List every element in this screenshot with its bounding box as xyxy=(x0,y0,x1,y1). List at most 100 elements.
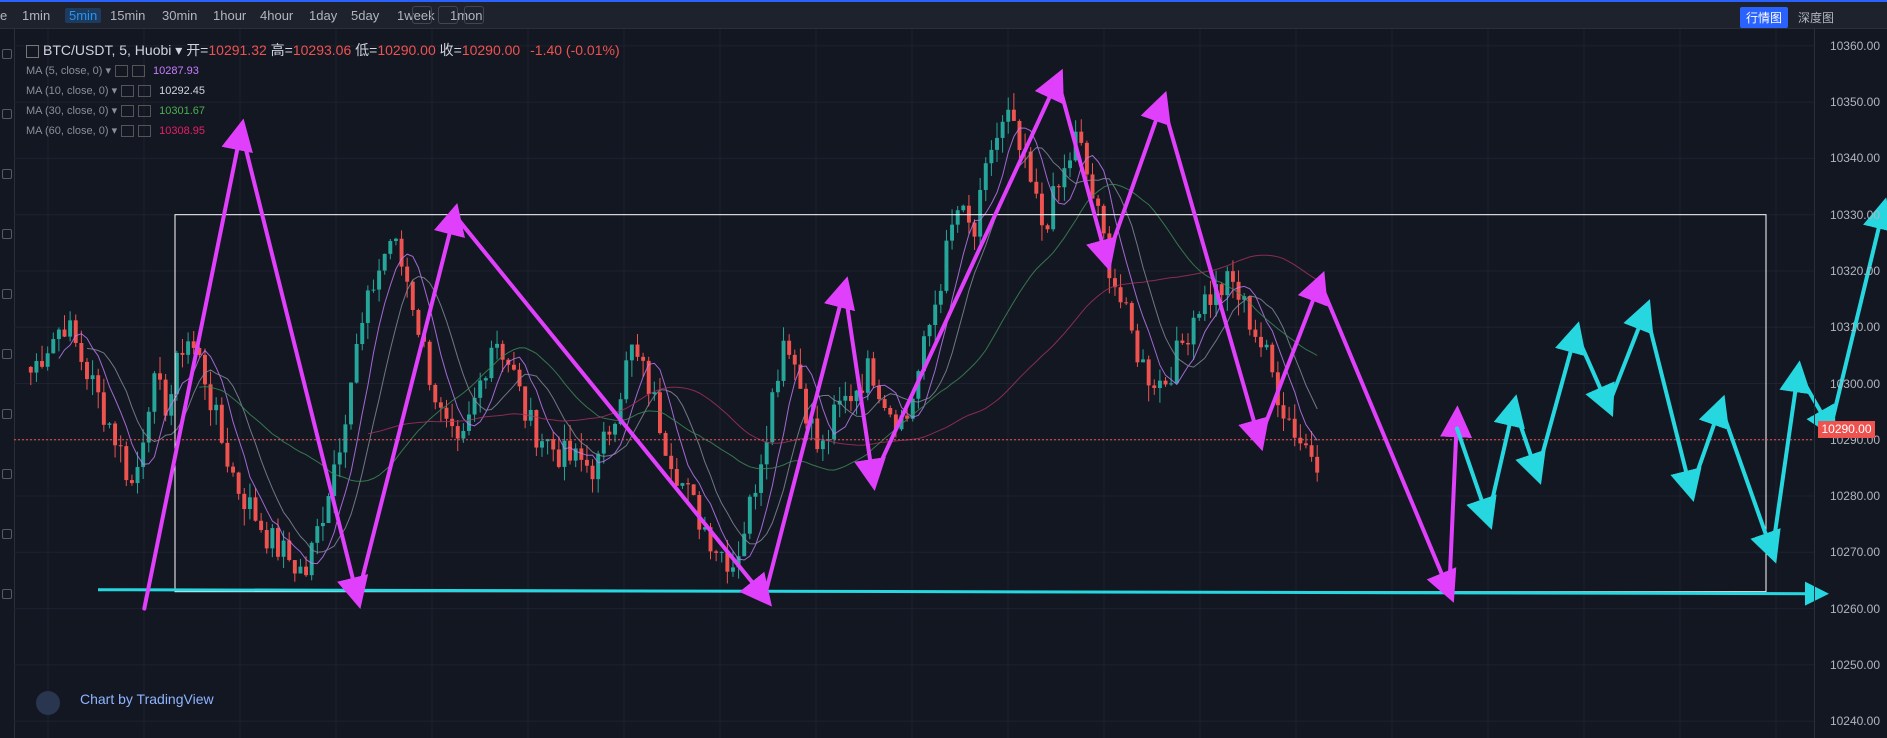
screenshot-icon[interactable] xyxy=(464,6,484,24)
candle-body xyxy=(483,378,488,381)
ma-settings-icon[interactable] xyxy=(121,105,135,118)
ma-dropdown-icon[interactable]: ▾ xyxy=(108,125,118,137)
cursor-icon[interactable] xyxy=(2,49,12,59)
timeframe-1day[interactable]: 1day xyxy=(309,8,338,23)
candle-body xyxy=(309,542,314,576)
candle-body xyxy=(365,290,370,323)
candle-body xyxy=(1146,359,1151,386)
indicator-icon[interactable] xyxy=(412,6,432,24)
timeframe-15min[interactable]: 15min xyxy=(110,8,146,23)
timeframe-5min[interactable]: 5min xyxy=(65,8,102,23)
ma-remove-icon[interactable] xyxy=(132,65,145,78)
trendline-icon[interactable] xyxy=(2,109,12,119)
candle-body xyxy=(1096,198,1101,206)
ma-dropdown-icon[interactable]: ▾ xyxy=(102,65,111,77)
ma-row[interactable]: MA (10, close, 0) ▾ 10292.45 xyxy=(26,84,205,98)
price-tick: 10280.00 xyxy=(1829,489,1880,504)
price-tick: 10320.00 xyxy=(1829,263,1880,278)
cyan-projection-arrow xyxy=(1606,299,1654,409)
timeframe-1week[interactable]: 1week xyxy=(397,8,435,23)
candle-body xyxy=(349,382,353,425)
ma-settings-icon[interactable] xyxy=(121,125,135,138)
price-axis[interactable]: 10360.00 10350.00 10340.00 10330.00 10320.00… xyxy=(1814,29,1887,738)
candle-body xyxy=(242,493,247,510)
candle-body xyxy=(1090,174,1095,199)
ma-row[interactable]: MA (30, close, 0) ▾ 10301.67 xyxy=(26,104,205,118)
ma-remove-icon[interactable] xyxy=(138,85,152,98)
candle-body xyxy=(697,495,702,530)
ma-dropdown-icon[interactable]: ▾ xyxy=(108,105,118,117)
tradingview-logo-icon[interactable] xyxy=(36,691,60,715)
candle-body xyxy=(1045,225,1050,230)
candle-body xyxy=(843,395,848,401)
candle-body xyxy=(444,407,449,419)
collapse-icon[interactable] xyxy=(26,44,39,58)
candle-body xyxy=(511,364,516,370)
candle-body xyxy=(708,527,713,552)
candle-body xyxy=(253,497,258,521)
timeframe-1min[interactable]: 1min xyxy=(22,8,51,23)
candle-body xyxy=(792,354,797,365)
settings-icon[interactable] xyxy=(438,6,458,24)
timeframe-1mon[interactable]: 1mon xyxy=(450,8,483,23)
symbol-label[interactable]: BTC/USDT, 5, Huobi xyxy=(43,42,172,58)
open-label: 开= xyxy=(186,42,209,58)
ma-row[interactable]: MA (5, close, 0) ▾ 10287.93 xyxy=(26,64,199,78)
candle-body xyxy=(197,347,202,355)
candle-body xyxy=(972,222,977,237)
timeframe-30min[interactable]: 30min xyxy=(162,8,198,23)
candle-body xyxy=(56,329,61,340)
last-price-tag: 10290.00 xyxy=(1818,421,1875,438)
ma-line-60 xyxy=(367,254,1318,446)
timeframe-cut[interactable]: e xyxy=(0,8,8,23)
close-label: 收= xyxy=(439,42,462,58)
magnet-icon[interactable] xyxy=(2,529,12,539)
pattern-icon[interactable] xyxy=(2,349,12,359)
candle-body xyxy=(770,392,775,443)
support-arrow xyxy=(97,581,1829,606)
zoom-icon[interactable] xyxy=(2,469,12,479)
candle-body xyxy=(635,344,640,357)
candle-body xyxy=(961,205,966,211)
ma-row[interactable]: MA (60, close, 0) ▾ 10308.95 xyxy=(26,124,205,138)
magenta-wave-arrow xyxy=(355,203,465,600)
price-tick: 10240.00 xyxy=(1829,714,1880,729)
text-icon[interactable] xyxy=(2,289,12,299)
ma-dropdown-icon[interactable]: ▾ xyxy=(108,85,118,97)
candle-body xyxy=(1124,302,1129,304)
candle-body xyxy=(101,392,106,425)
tradingview-watermark[interactable]: Chart by TradingView xyxy=(80,691,214,707)
timeframe-5day[interactable]: 5day xyxy=(351,8,380,23)
candle-body xyxy=(315,526,320,543)
candle-body xyxy=(1079,131,1084,143)
measure-icon[interactable] xyxy=(2,409,12,419)
candle-body xyxy=(276,528,280,557)
candle-body xyxy=(1264,344,1269,348)
candle-body xyxy=(466,414,471,431)
candle-body xyxy=(927,325,932,337)
lock-icon[interactable] xyxy=(2,589,12,599)
candle-body xyxy=(1101,205,1106,234)
tab-kline[interactable]: 行情图 xyxy=(1740,7,1789,28)
candle-body xyxy=(416,309,421,335)
candle-body xyxy=(343,424,348,453)
timeframe-1hour[interactable]: 1hour xyxy=(213,8,247,23)
candle-body xyxy=(877,385,882,400)
ma-settings-icon[interactable] xyxy=(121,85,135,98)
candle-body xyxy=(1292,418,1297,438)
candle-body xyxy=(1056,186,1061,188)
ma-settings-icon[interactable] xyxy=(115,65,128,78)
cyan-projection-arrow xyxy=(1688,394,1729,493)
ma-remove-icon[interactable] xyxy=(138,105,152,118)
ma-remove-icon[interactable] xyxy=(138,125,152,138)
tab-depth[interactable]: 深度图 xyxy=(1798,11,1835,25)
candle-body xyxy=(865,358,870,393)
brush-icon[interactable] xyxy=(2,229,12,239)
ma-label: MA (10, close, 0) xyxy=(26,85,109,97)
candle-body xyxy=(1169,383,1174,385)
candle-body xyxy=(1062,168,1067,188)
timeframe-4hour[interactable]: 4hour xyxy=(260,8,294,23)
fib-icon[interactable] xyxy=(2,169,12,179)
candle-body xyxy=(1141,359,1146,363)
